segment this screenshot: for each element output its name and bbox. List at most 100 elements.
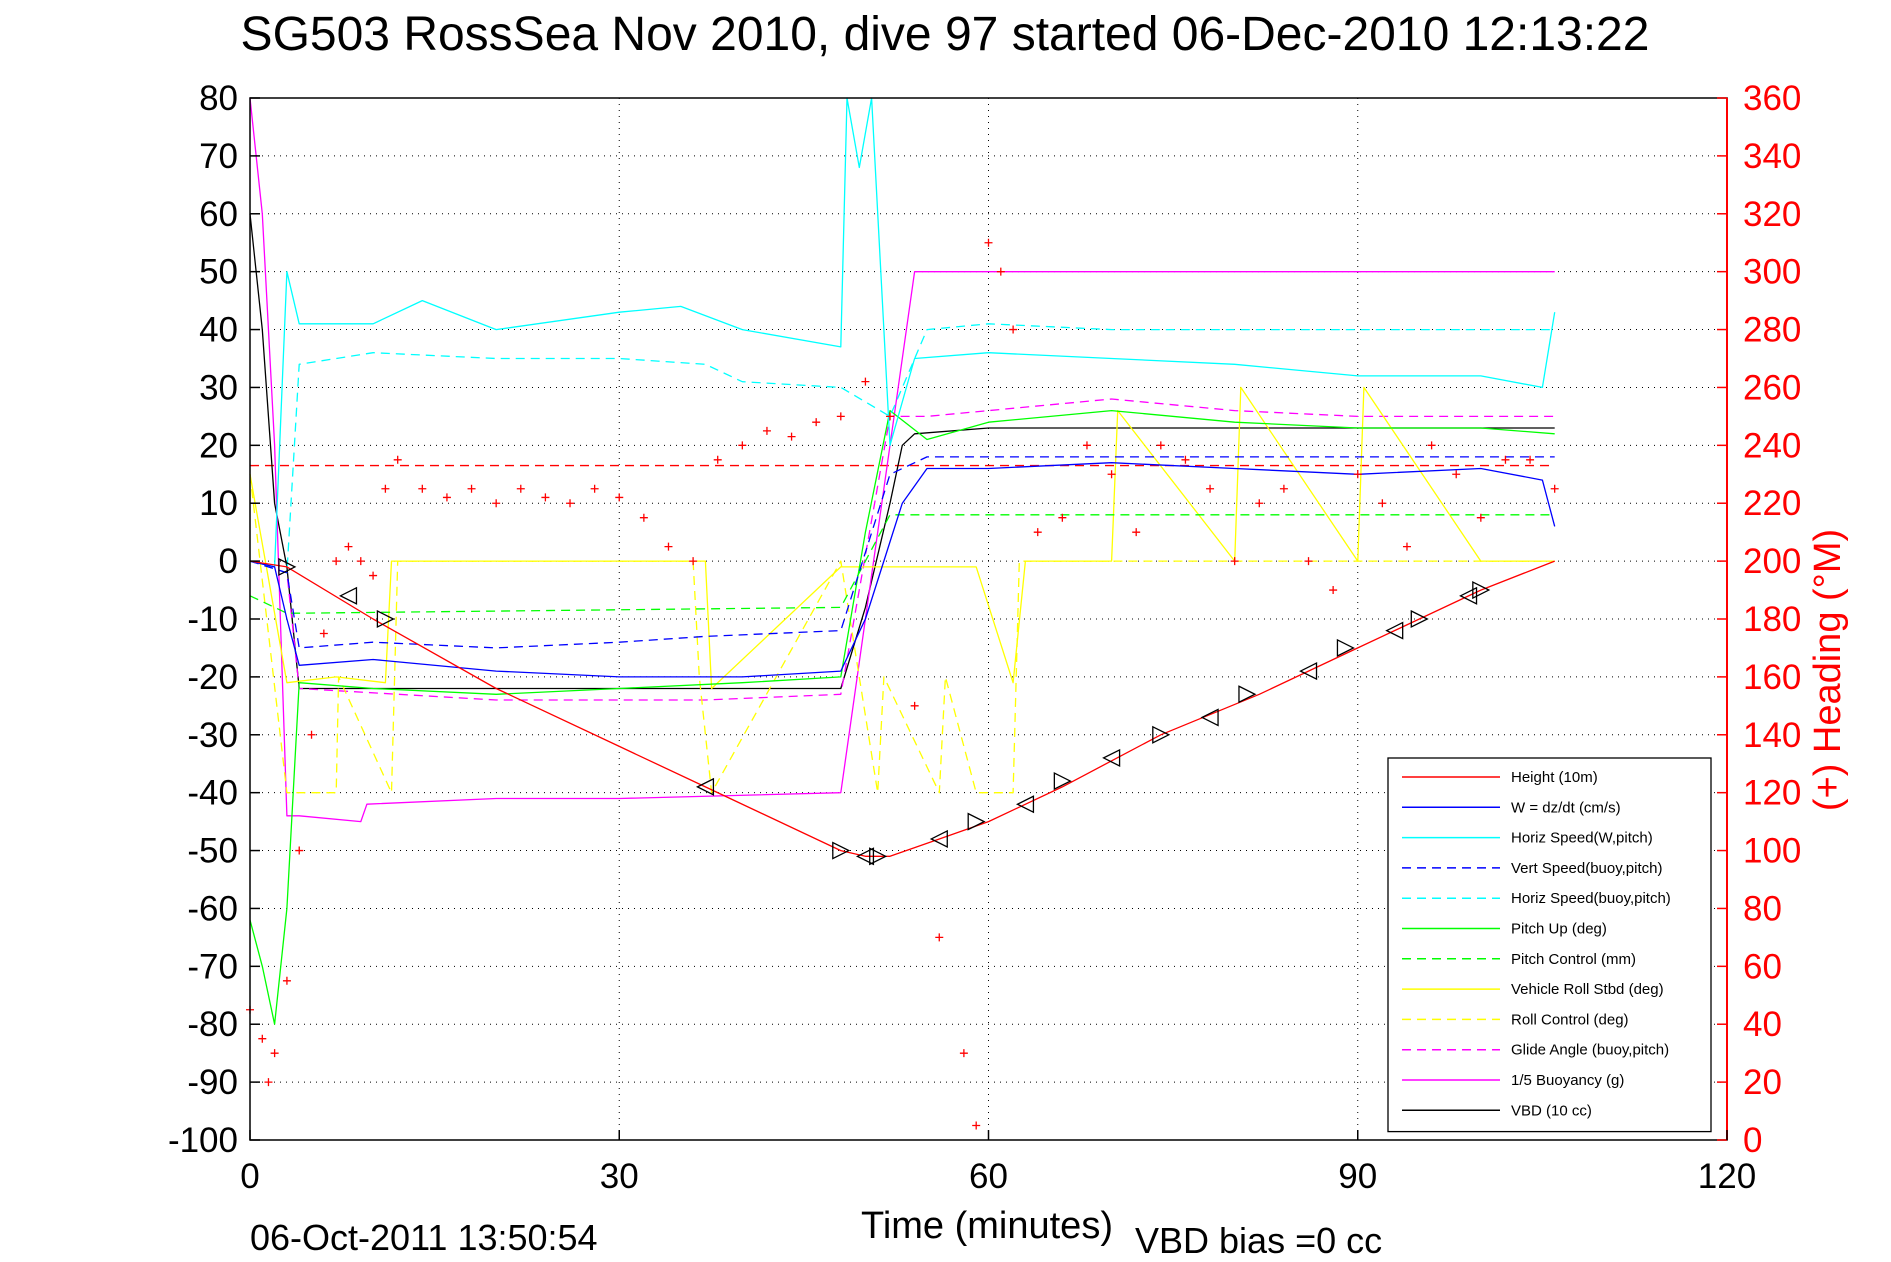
heading-markers [246, 238, 1559, 1130]
heading-marker [369, 571, 378, 580]
left-tick-label: 70 [199, 137, 238, 176]
left-tick-label: -70 [187, 947, 238, 986]
height-marker [869, 847, 888, 866]
height-marker [855, 847, 875, 866]
heading-marker [442, 493, 451, 502]
x-axis-label: Time (minutes) [861, 1205, 1113, 1247]
right-tick-label: 240 [1743, 426, 1801, 465]
heading-marker [1378, 499, 1387, 508]
x-tick-label: 30 [600, 1157, 639, 1196]
heading-marker [1353, 470, 1362, 479]
left-tick-label: 20 [199, 426, 238, 465]
right-tick-label: 40 [1743, 1005, 1782, 1044]
series-line [249, 213, 1555, 690]
x-tick-label: 120 [1698, 1157, 1756, 1196]
left-tick-label: 40 [199, 311, 238, 350]
heading-marker [566, 499, 575, 508]
height-marker [339, 586, 358, 605]
left-tick-label: 10 [199, 484, 238, 523]
heading-marker [959, 1049, 968, 1058]
right-tick-label: 260 [1743, 368, 1801, 407]
height-marker [695, 777, 715, 796]
left-tick-label: -30 [187, 716, 238, 755]
left-tick-label: -20 [187, 658, 238, 697]
heading-marker [492, 499, 501, 508]
height-marker [1299, 662, 1318, 681]
legend-entry: Vert Speed(buoy,pitch) [1511, 860, 1662, 877]
heading-marker [1156, 441, 1165, 450]
series-line [249, 97, 1555, 823]
series-line [249, 514, 1555, 614]
legend-entry: Height (10m) [1511, 769, 1598, 786]
vbd-bias-label: VBD bias =0 cc [1135, 1220, 1382, 1261]
x-tick-label: 90 [1338, 1157, 1377, 1196]
height-marker [967, 812, 986, 831]
heading-marker [467, 484, 476, 493]
heading-marker [1230, 557, 1239, 566]
heading-marker [1206, 484, 1215, 493]
legend-entry: Horiz Speed(buoy,pitch) [1511, 890, 1671, 907]
heading-marker [615, 493, 624, 502]
heading-marker [787, 432, 796, 441]
heading-marker [393, 455, 402, 464]
left-tick-label: -10 [187, 600, 238, 639]
height-marker [1102, 748, 1121, 767]
heading-marker [282, 976, 291, 985]
right-tick-label: 80 [1743, 889, 1782, 928]
legend-entry: VBD (10 cc) [1511, 1102, 1592, 1119]
left-tick-label: -80 [187, 1005, 238, 1044]
right-tick-label: 160 [1743, 658, 1801, 697]
height-marker [1015, 795, 1035, 814]
heading-marker [713, 455, 722, 464]
heading-marker [1132, 528, 1141, 537]
series-line [249, 409, 1555, 1025]
right-axis-ticks: 3603403203002802602402202001801601401201… [1717, 79, 1801, 1160]
legend-entry: Roll Control (deg) [1511, 1011, 1629, 1028]
left-tick-label: 60 [199, 195, 238, 234]
heading-marker [344, 542, 353, 551]
right-tick-label: 180 [1743, 600, 1801, 639]
heading-marker [270, 1049, 279, 1058]
left-tick-label: 80 [199, 79, 238, 118]
timestamp-label: 06-Oct-2011 13:50:54 [250, 1217, 598, 1258]
heading-marker [738, 441, 747, 450]
left-tick-label: -40 [187, 774, 238, 813]
right-tick-label: 340 [1743, 137, 1801, 176]
heading-marker [258, 1034, 267, 1043]
height-marker [1410, 609, 1429, 629]
series-line [249, 97, 1556, 568]
heading-marker [381, 484, 390, 493]
height-marker [278, 557, 297, 576]
heading-marker [295, 846, 304, 855]
height-marker [832, 841, 851, 860]
heading-marker [1255, 499, 1264, 508]
legend-entry: 1/5 Buoyancy (g) [1511, 1072, 1624, 1089]
heading-marker [1526, 455, 1535, 464]
series-line [249, 323, 1555, 574]
right-tick-label: 300 [1743, 253, 1801, 292]
right-tick-label: 320 [1743, 195, 1801, 234]
height-marker [1238, 685, 1257, 704]
series-line [249, 386, 1555, 690]
legend-entry: Glide Angle (buoy,pitch) [1511, 1042, 1669, 1059]
left-axis-ticks: 80 70 60 50 40 30 20 10 0 -10 -20 -30 -40 -50 -60 -70 -8… [168, 79, 260, 1160]
heading-marker [836, 412, 845, 421]
height-marker [1472, 581, 1491, 600]
series-lines [249, 97, 1556, 1025]
height-triangle-markers [278, 557, 1491, 866]
heading-marker [1279, 484, 1288, 493]
height-marker [1336, 638, 1355, 657]
right-tick-label: 60 [1743, 947, 1782, 986]
heading-marker [1476, 513, 1485, 522]
heading-marker [356, 557, 365, 566]
right-tick-label: 20 [1743, 1063, 1782, 1102]
heading-marker [332, 557, 341, 566]
chart-title: SG503 RossSea Nov 2010, dive 97 started … [241, 8, 1650, 61]
height-marker [1385, 621, 1404, 640]
heading-marker [1033, 528, 1042, 537]
right-tick-label: 140 [1743, 716, 1801, 755]
legend: Height (10m) W = dz/dt (cm/s) Horiz Speed(… [1387, 757, 1712, 1133]
legend-entry: Horiz Speed(W,pitch) [1511, 830, 1653, 847]
series-line [249, 462, 1556, 678]
